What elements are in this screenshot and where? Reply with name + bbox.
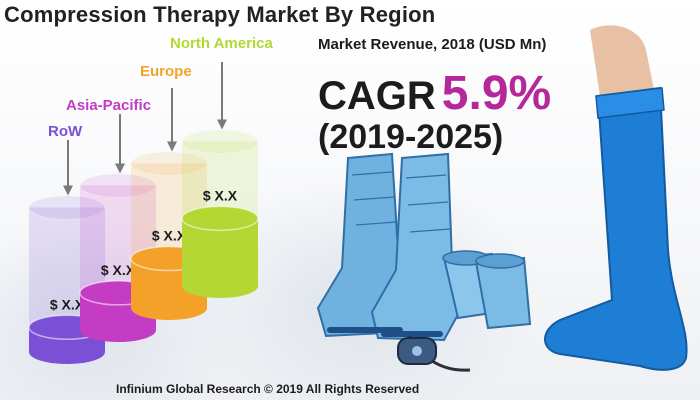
arrow-head-europe	[167, 141, 177, 152]
compression-boots-icon	[316, 152, 532, 342]
cagr-value: 5.9%	[441, 67, 552, 120]
category-label-asia-pacific: Asia-Pacific	[66, 97, 151, 114]
chart-subtitle: Market Revenue, 2018 (USD Mn)	[318, 36, 547, 53]
footer-credit: Infinium Global Research © 2019 All Righ…	[116, 382, 420, 396]
cylinder-shell-top-europe	[130, 151, 208, 176]
value-label-europe: $ X.X	[152, 228, 187, 244]
cagr-period: (2019-2025)	[318, 118, 504, 156]
cylinder-shell-top-north-america	[181, 129, 259, 154]
cagr-label: CAGR	[318, 74, 436, 118]
value-label-north-america: $ X.X	[203, 187, 238, 203]
cylinder-shell-top-row	[28, 195, 106, 220]
cagr-block: CAGR 5.9%	[318, 66, 551, 121]
bar-top-north-america	[181, 205, 259, 232]
cylinder-shell-top-asia-pacific	[79, 173, 157, 198]
controller-icon	[397, 335, 471, 372]
arrow-head-asia-pacific	[115, 163, 125, 174]
arrow-head-row	[63, 185, 73, 196]
category-label-europe: Europe	[140, 63, 192, 80]
category-label-row: RoW	[48, 123, 83, 140]
chart-title: Compression Therapy Market By Region	[4, 2, 436, 27]
arrow-head-north-america	[217, 119, 227, 130]
category-label-north-america: North America	[170, 35, 273, 52]
compression-stocking-icon	[544, 25, 688, 371]
value-label-asia-pacific: $ X.X	[101, 262, 136, 278]
value-label-row: $ X.X	[50, 296, 85, 312]
